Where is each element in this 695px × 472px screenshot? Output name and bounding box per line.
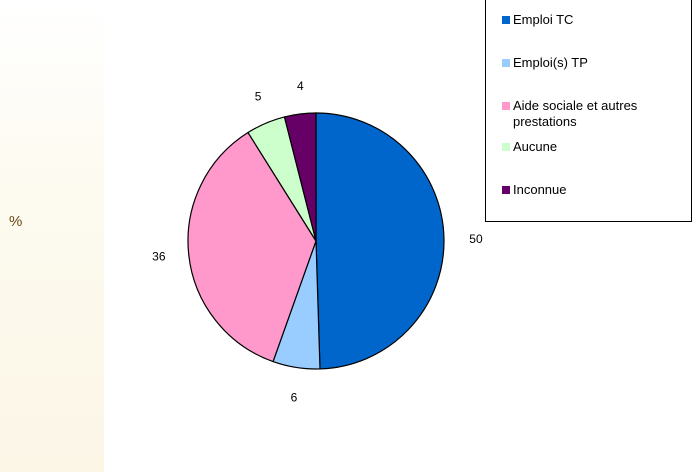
legend-label-emplois-tp: Emploi(s) TP <box>513 55 588 70</box>
data-label-aide-sociale: 36 <box>152 249 166 263</box>
data-label-inconnue: 4 <box>297 79 304 93</box>
legend-label-aide-sociale-line1: Aide sociale et autres <box>513 98 638 113</box>
legend-item-emploi-tc: Emploi TC <box>502 12 574 28</box>
legend-label-emploi-tc: Emploi TC <box>513 12 574 27</box>
legend-item-aucune: Aucune <box>502 139 558 155</box>
left-panel: % <box>0 0 104 472</box>
legend: Emploi TC Emploi(s) TP Aide sociale et a… <box>485 0 692 222</box>
pie-slice-aide-sociale <box>187 131 317 363</box>
data-label-aucune: 5 <box>255 89 262 103</box>
pie-slices <box>187 112 445 370</box>
pie-slice-emploi-tc <box>315 112 445 370</box>
legend-label-inconnue: Inconnue <box>513 182 567 197</box>
legend-swatch-inconnue <box>502 186 510 194</box>
legend-label-aucune: Aucune <box>513 139 558 154</box>
legend-label-aide-sociale-line2: prestations <box>513 114 577 129</box>
legend-item-emplois-tp: Emploi(s) TP <box>502 55 588 71</box>
pie-data-labels: 50 6 36 5 4 <box>152 79 483 404</box>
legend-item-aide-sociale: Aide sociale et autres prestations <box>502 98 638 130</box>
legend-swatch-emplois-tp <box>502 59 510 67</box>
data-label-emploi-tc: 50 <box>469 232 483 246</box>
legend-swatch-aucune <box>502 143 510 151</box>
data-label-emplois-tp: 6 <box>291 390 298 404</box>
legend-item-inconnue: Inconnue <box>502 182 567 198</box>
legend-swatch-aide-sociale <box>502 102 510 110</box>
legend-swatch-emploi-tc <box>502 16 510 24</box>
unit-label: % <box>9 213 23 230</box>
pie-slice-inconnue <box>283 112 317 242</box>
